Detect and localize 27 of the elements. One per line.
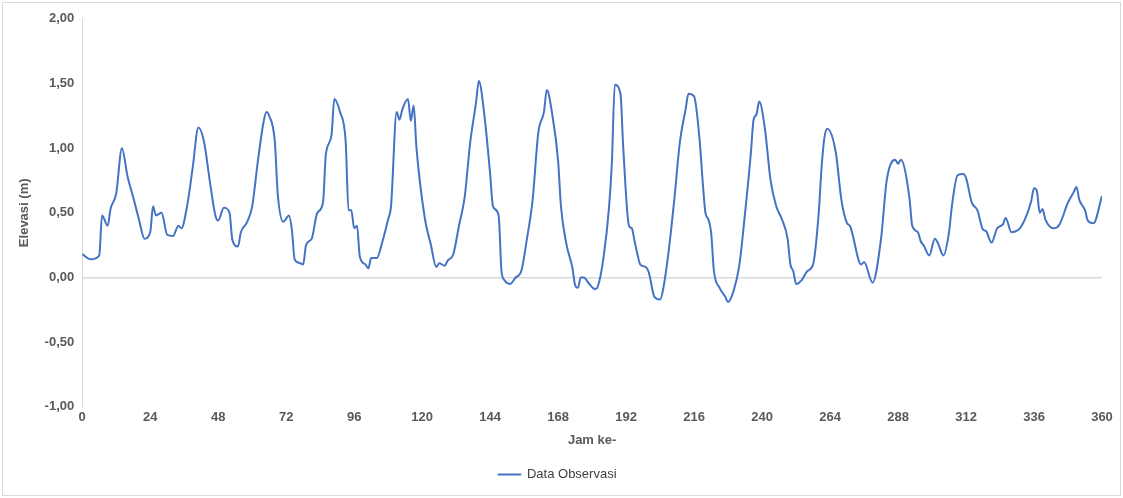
x-tick-label: 216 bbox=[683, 409, 705, 425]
y-tick-label: -1,00 bbox=[44, 398, 75, 414]
x-tick-label: 0 bbox=[78, 409, 86, 425]
x-tick-label: 144 bbox=[479, 409, 502, 425]
x-tick-label: 264 bbox=[819, 409, 842, 425]
x-tick-label: 72 bbox=[278, 409, 294, 425]
y-tick-label: 1,50 bbox=[48, 75, 75, 91]
x-tick-label: 168 bbox=[547, 409, 569, 425]
y-tick-label: 0,00 bbox=[48, 269, 75, 285]
y-tick-label: 0,50 bbox=[48, 204, 75, 220]
x-tick-label: 192 bbox=[615, 409, 637, 425]
y-tick-label: 1,00 bbox=[48, 139, 75, 155]
y-tick-label: 2,00 bbox=[48, 10, 75, 26]
legend-label: Data Observasi bbox=[526, 466, 617, 482]
x-tick-label: 336 bbox=[1023, 409, 1045, 425]
x-tick-label: 96 bbox=[346, 409, 362, 425]
x-tick-label: 360 bbox=[1091, 409, 1113, 425]
x-tick-label: 288 bbox=[887, 409, 909, 425]
y-tick-label: -0,50 bbox=[44, 333, 75, 349]
x-tick-label: 120 bbox=[411, 409, 434, 425]
x-tick-label: 24 bbox=[142, 409, 159, 425]
x-tick-label: 48 bbox=[210, 409, 226, 425]
y-axis-title: Elevasi (m) bbox=[16, 178, 32, 248]
line-series bbox=[82, 79, 1102, 304]
x-tick-label: 312 bbox=[955, 409, 977, 425]
x-axis-title: Jam ke- bbox=[567, 431, 617, 447]
x-tick-label: 240 bbox=[751, 409, 773, 425]
